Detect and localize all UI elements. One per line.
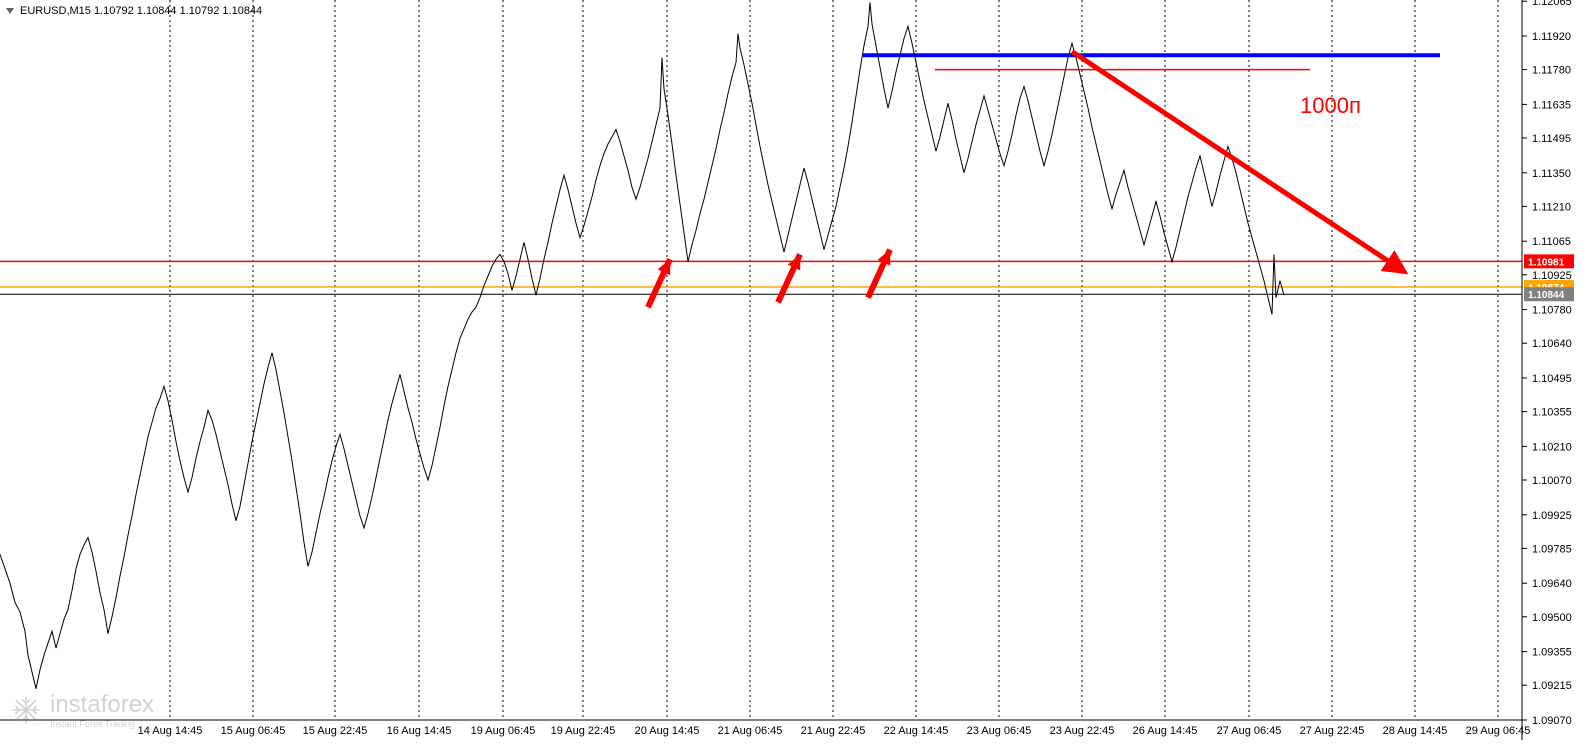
- watermark-brand: instaforex: [50, 691, 154, 719]
- y-tick-label: 1.11065: [1532, 236, 1571, 248]
- y-tick-label: 1.09500: [1532, 612, 1572, 624]
- dropdown-icon[interactable]: [6, 8, 14, 14]
- x-tick-label: 26 Aug 14:45: [1133, 725, 1198, 737]
- y-tick-label: 1.09070: [1532, 715, 1572, 727]
- y-tick-label: 1.11210: [1532, 201, 1571, 213]
- x-tick-label: 22 Aug 14:45: [884, 725, 949, 737]
- y-tick-label: 1.09355: [1532, 647, 1572, 659]
- x-tick-label: 29 Aug 06:45: [1466, 725, 1531, 737]
- y-tick-label: 1.09925: [1532, 510, 1572, 522]
- x-tick-label: 23 Aug 06:45: [967, 725, 1032, 737]
- y-tick-label: 1.11780: [1532, 65, 1571, 77]
- y-tick-label: 1.10210: [1532, 441, 1572, 453]
- diag-arrow: [1072, 52, 1400, 269]
- y-tick-label: 1.11350: [1532, 168, 1571, 180]
- x-tick-label: 27 Aug 22:45: [1300, 725, 1365, 737]
- y-tick-label: 1.11920: [1532, 31, 1571, 43]
- y-tick-label: 1.10070: [1532, 475, 1572, 487]
- x-tick-label: 21 Aug 22:45: [801, 725, 866, 737]
- y-tick-label: 1.10780: [1532, 305, 1572, 317]
- chart-title: EURUSD,M15 1.10792 1.10844 1.10792 1.108…: [20, 5, 262, 17]
- x-tick-label: 19 Aug 22:45: [551, 725, 616, 737]
- snowflake-icon: [10, 694, 42, 726]
- x-tick-label: 16 Aug 14:45: [387, 725, 452, 737]
- price-tag-label: 1.10844: [1528, 290, 1565, 301]
- chart-container: 1000п 1.12065 1.11920 1.11780 1.11635 1.11495…: [0, 0, 1589, 747]
- price-line: [0, 2, 1284, 688]
- y-tick-label: 1.10355: [1532, 407, 1572, 419]
- y-tick-label: 1.12065: [1532, 0, 1572, 8]
- chart-svg: 1000п 1.12065 1.11920 1.11780 1.11635 1.11495…: [0, 0, 1589, 747]
- x-tick-label: 27 Aug 06:45: [1217, 725, 1282, 737]
- price-tag-label: 1.10981: [1528, 257, 1565, 268]
- y-tick-label: 1.10925: [1532, 270, 1572, 282]
- x-tick-label: 21 Aug 06:45: [718, 725, 783, 737]
- x-tick-label: 15 Aug 06:45: [221, 725, 286, 737]
- x-tick-label: 15 Aug 22:45: [303, 725, 368, 737]
- y-tick-label: 1.09640: [1532, 578, 1572, 590]
- watermark: instaforex Instant Forex Trading: [10, 691, 154, 729]
- watermark-sub: Instant Forex Trading: [50, 719, 154, 729]
- x-tick-label: 20 Aug 14:45: [635, 725, 700, 737]
- x-tick-label: 19 Aug 06:45: [471, 725, 536, 737]
- x-tick-label: 28 Aug 14:45: [1383, 725, 1448, 737]
- x-tick-label: 23 Aug 22:45: [1050, 725, 1115, 737]
- y-tick-label: 1.11495: [1532, 133, 1571, 145]
- y-tick-label: 1.09785: [1532, 543, 1572, 555]
- y-tick-label: 1.09215: [1532, 680, 1572, 692]
- y-tick-label: 1.10495: [1532, 373, 1572, 385]
- annotation-text: 1000п: [1300, 93, 1361, 118]
- y-tick-label: 1.10640: [1532, 338, 1572, 350]
- y-tick-label: 1.11635: [1532, 99, 1571, 111]
